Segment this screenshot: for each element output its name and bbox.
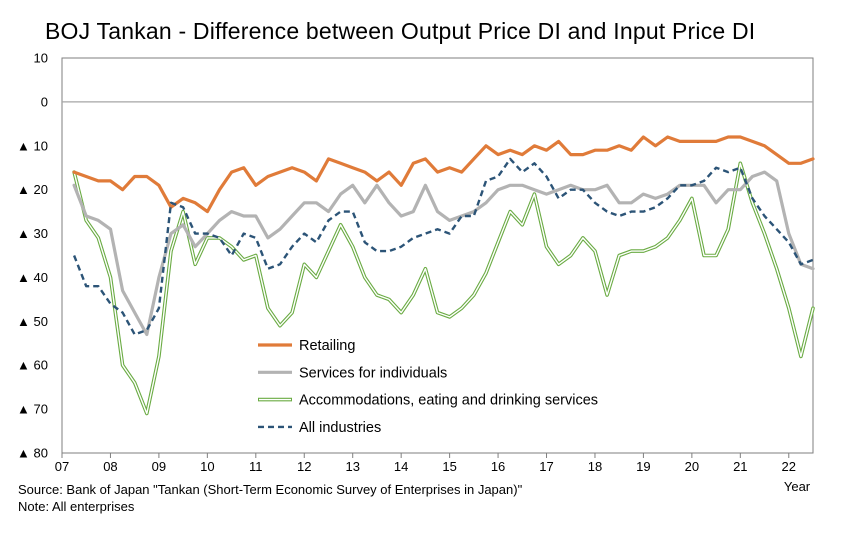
legend-item-accommodations: Accommodations, eating and drinking serv… [258,393,598,409]
legend-label: Accommodations, eating and drinking serv… [299,393,598,409]
y-tick-label: 10 [34,51,48,66]
series-accommodations [72,161,815,416]
x-tick-label: 18 [588,459,602,474]
x-tick-label: 21 [733,459,747,474]
series-line-retailing [72,135,815,214]
x-tick-label: 17 [539,459,553,474]
y-tick-label: ▲ 60 [17,358,48,373]
x-tick-label: 09 [152,459,166,474]
y-tick-label: ▲ 30 [17,226,48,241]
x-tick-label: 14 [394,459,408,474]
source-note: Source: Bank of Japan "Tankan (Short-Ter… [18,482,523,497]
y-tick-label: ▲ 80 [17,446,48,461]
series-all [72,157,814,336]
legend-label: Retailing [299,338,355,354]
legend-item-all: All industries [258,420,381,436]
series-services [72,170,815,337]
y-tick-label: ▲ 20 [17,182,48,197]
series-line-accommodations-inner [73,162,814,415]
series-retailing [72,135,815,214]
x-tick-label: 13 [345,459,359,474]
x-tick-label: 15 [442,459,456,474]
x-tick-label: 12 [297,459,311,474]
legend-item-services: Services for individuals [258,365,447,381]
plot-frame [61,57,814,454]
x-tick-label: 16 [491,459,505,474]
x-tick-label: 10 [200,459,214,474]
chart-title: BOJ Tankan - Difference between Output P… [45,18,756,44]
series-line-services [72,170,815,337]
series-line-all [72,157,814,336]
x-tick-label: 22 [782,459,796,474]
y-tick-label: 0 [41,94,48,109]
y-tick-label: ▲ 70 [17,402,48,417]
x-tick-label: 19 [636,459,650,474]
x-tick-label: 20 [685,459,699,474]
y-tick-label: ▲ 40 [17,270,48,285]
legend-label: Services for individuals [299,365,447,381]
y-tick-label: ▲ 10 [17,138,48,153]
x-tick-label: 11 [249,459,263,474]
legend-item-retailing: Retailing [258,338,355,354]
x-tick-label: 08 [103,459,117,474]
x-tick-label: 07 [55,459,69,474]
enterprise-note: Note: All enterprises [18,499,135,514]
x-axis-label: Year [784,479,811,494]
legend-label: All industries [299,420,381,436]
y-tick-label: ▲ 50 [17,314,48,329]
